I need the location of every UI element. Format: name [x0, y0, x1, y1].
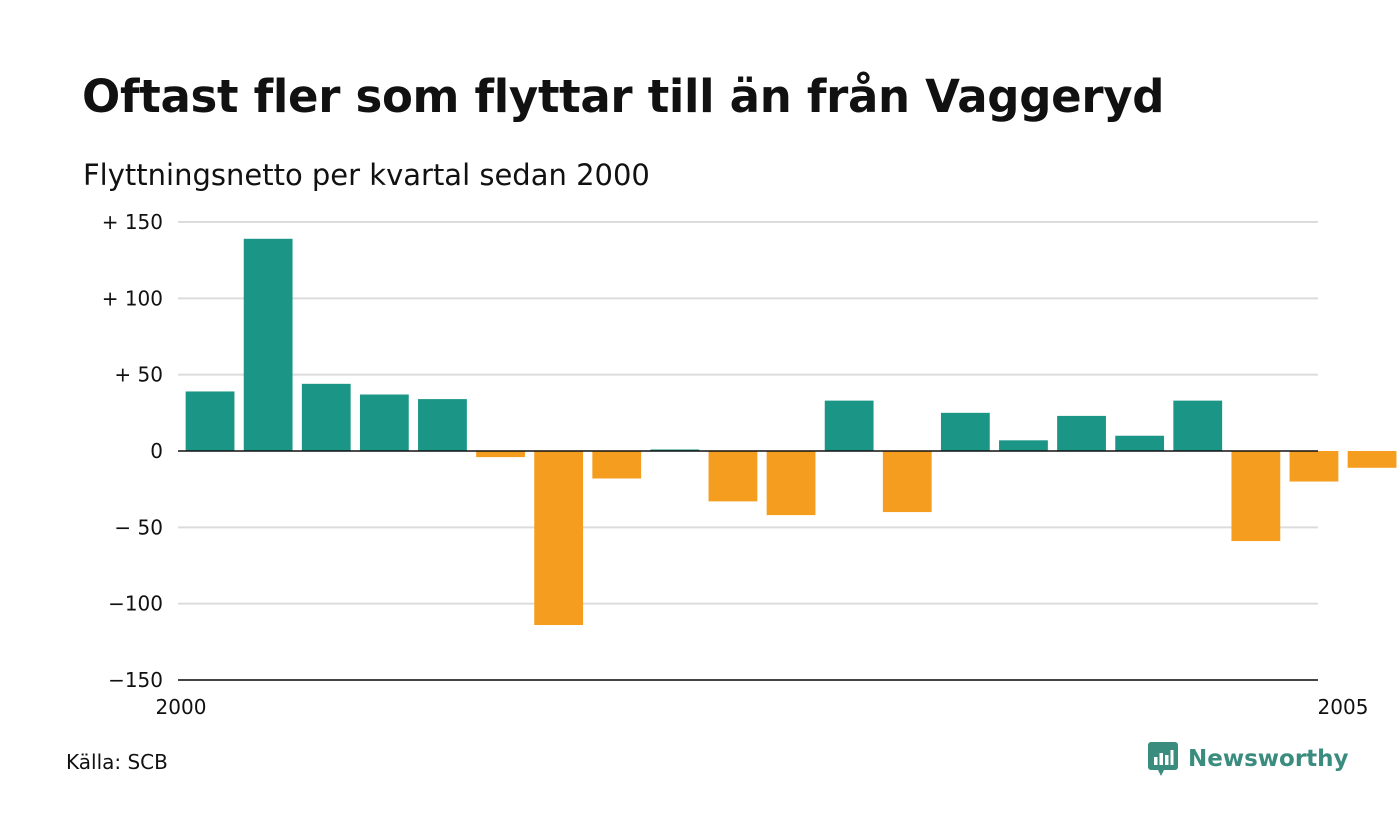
- bar-2001K4: [592, 451, 642, 479]
- bar-2003K3: [999, 440, 1048, 451]
- bar-2002K4: [824, 400, 874, 451]
- bar-2002K3: [766, 451, 816, 516]
- bar-2005K1: [1347, 451, 1397, 468]
- y-tick-label: − 50: [114, 515, 163, 539]
- bars: [185, 238, 1397, 626]
- y-tick-label: + 150: [102, 210, 163, 234]
- bar-2000K4: [359, 394, 409, 451]
- bar-2003K2: [940, 412, 990, 451]
- bar-2004K2: [1173, 400, 1223, 451]
- bar-2000K3: [301, 383, 351, 451]
- newsworthy-logo-icon: [1148, 742, 1178, 776]
- y-tick-label: + 50: [114, 363, 163, 387]
- x-tick-label: 2000: [156, 695, 207, 719]
- bar-2004K4: [1289, 451, 1339, 482]
- bar-2000K1: [185, 391, 235, 451]
- y-tick-label: −150: [108, 668, 163, 692]
- y-tick-label: + 100: [102, 286, 163, 310]
- axes: + 150+ 100+ 500− 50−100−1502000200520102…: [102, 210, 1369, 719]
- bar-2001K2: [476, 451, 525, 458]
- bar-2001K1: [418, 399, 467, 451]
- y-tick-label: −100: [108, 592, 163, 616]
- x-tick-label: 2005: [1318, 695, 1369, 719]
- chart-title: Oftast fler som flyttar till än från Vag…: [82, 70, 1165, 123]
- brand-logo[interactable]: Newsworthy: [1148, 742, 1349, 776]
- brand-name: Newsworthy: [1188, 746, 1349, 772]
- bar-2004K3: [1231, 451, 1281, 542]
- bar-2002K2: [708, 451, 758, 502]
- bar-2002K1: [650, 449, 700, 451]
- chart-subtitle: Flyttningsnetto per kvartal sedan 2000: [83, 158, 650, 192]
- bar-2000K2: [243, 238, 293, 451]
- y-tick-label: 0: [150, 439, 163, 463]
- source-note: Källa: SCB: [66, 750, 168, 774]
- bar-2003K1: [882, 451, 932, 513]
- bar-2004K1: [1115, 435, 1165, 451]
- bar-2001K3: [534, 451, 584, 626]
- bar-2003K4: [1057, 415, 1106, 451]
